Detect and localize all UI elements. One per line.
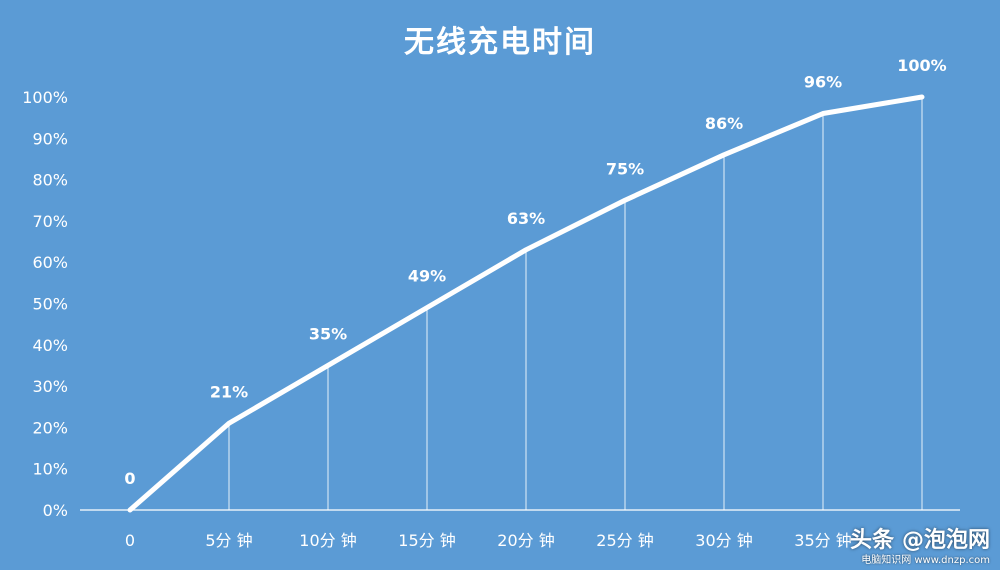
data-label: 100% <box>897 56 946 75</box>
y-tick-label: 50% <box>32 295 68 314</box>
chart-title: 无线充电时间 <box>404 25 596 60</box>
data-label: 0 <box>124 469 135 488</box>
series-line <box>127 94 925 513</box>
y-tick-label: 10% <box>32 460 68 479</box>
data-label: 21% <box>210 382 248 401</box>
series-line-path <box>127 94 925 513</box>
data-labels: 0 21% 35% 49% 63% 75% 86% 96% 100% <box>124 56 946 488</box>
y-tick-label: 20% <box>32 418 68 437</box>
x-tick-label: 15分 钟 <box>398 531 455 550</box>
x-tick-label: 10分 钟 <box>299 531 356 550</box>
watermark-url: 电脑知识网 www.dnzp.com <box>861 555 990 566</box>
y-tick-label: 80% <box>32 171 68 190</box>
watermark-user: @泡泡网 <box>901 528 990 553</box>
x-tick-label: 20分 钟 <box>497 531 554 550</box>
drop-lines <box>228 97 923 510</box>
data-label: 75% <box>606 159 644 178</box>
y-axis-tick-labels: 0% 10% 20% 30% 40% 50% 60% 70% 80% 90% 100% <box>22 88 68 520</box>
y-tick-label: 60% <box>32 253 68 272</box>
data-label: 96% <box>804 73 842 92</box>
data-label: 35% <box>309 324 347 343</box>
x-tick-label: 35分 钟 <box>794 531 851 550</box>
y-tick-label: 40% <box>32 336 68 355</box>
data-label: 49% <box>408 267 446 286</box>
watermark: 头条 @泡泡网 电脑知识网 www.dnzp.com <box>849 518 990 566</box>
y-tick-label: 30% <box>32 377 68 396</box>
data-label: 86% <box>705 114 743 133</box>
y-tick-label: 90% <box>32 129 68 148</box>
data-label: 63% <box>507 209 545 228</box>
x-tick-label: 30分 钟 <box>695 531 752 550</box>
y-tick-label: 100% <box>22 88 68 107</box>
x-axis-tick-labels: 0 5分 钟 10分 钟 15分 钟 20分 钟 25分 钟 30分 钟 35分 钟 <box>125 531 852 550</box>
x-tick-label: 5分 钟 <box>205 531 252 550</box>
x-tick-label: 25分 钟 <box>596 531 653 550</box>
y-tick-label: 70% <box>32 212 68 231</box>
x-tick-label: 0 <box>125 531 135 550</box>
watermark-brand: 头条 <box>849 528 894 553</box>
y-tick-label: 0% <box>43 501 68 520</box>
